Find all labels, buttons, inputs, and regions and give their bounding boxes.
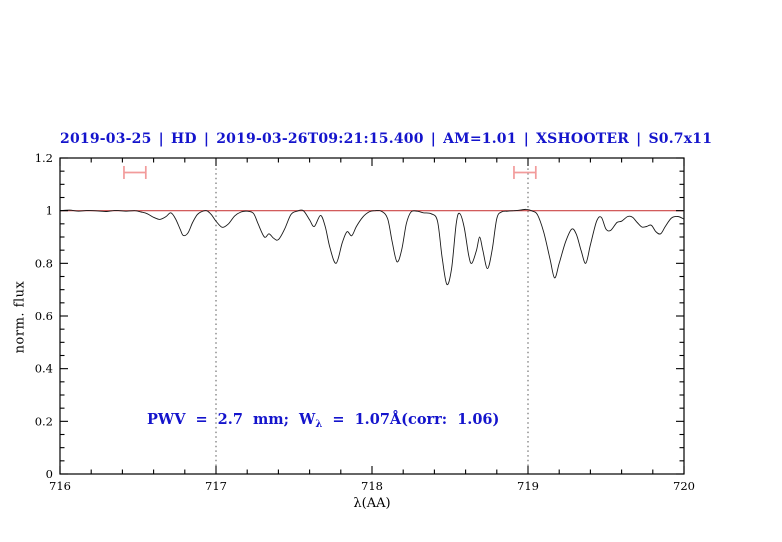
- y-tick-label: 0.4: [35, 362, 53, 376]
- x-tick-label: 717: [205, 479, 227, 493]
- pwv-annotation-suffix: = 1.07Å(corr: 1.06): [322, 411, 500, 428]
- y-tick-label: 1: [46, 204, 53, 218]
- axis-tick-labels: 716 717 718 719 720 0 0.2 0.4 0.6 0.8 1 1.2: [35, 151, 695, 493]
- pwv-annotation-subscript: λ: [315, 419, 323, 430]
- y-tick-label: 0: [46, 467, 53, 481]
- axis-ticks: [59, 157, 685, 475]
- y-tick-label: 0.8: [35, 256, 53, 270]
- x-tick-label: 720: [673, 479, 695, 493]
- spectrum-curve: [59, 208, 685, 286]
- telluric-band-marker: [123, 165, 147, 179]
- telluric-band-markers: [123, 165, 537, 179]
- pwv-annotation: PWV = 2.7 mm; Wλ = 1.07Å(corr: 1.06): [147, 411, 499, 430]
- x-axis-label: λ(AA): [353, 496, 391, 511]
- y-tick-label: 0.2: [35, 414, 53, 428]
- reference-vlines: [215, 159, 529, 473]
- spectrum-line: [59, 208, 685, 286]
- pwv-annotation-prefix: PWV = 2.7 mm; W: [147, 411, 316, 428]
- x-tick-label: 718: [361, 479, 383, 493]
- telluric-band-marker: [513, 165, 537, 179]
- x-tick-label: 719: [517, 479, 539, 493]
- y-tick-label: 0.6: [35, 309, 53, 323]
- y-tick-label: 1.2: [35, 151, 53, 165]
- plot-title: 2019-03-25 | HD | 2019-03-26T09:21:15.40…: [60, 131, 713, 147]
- x-tick-label: 716: [49, 479, 71, 493]
